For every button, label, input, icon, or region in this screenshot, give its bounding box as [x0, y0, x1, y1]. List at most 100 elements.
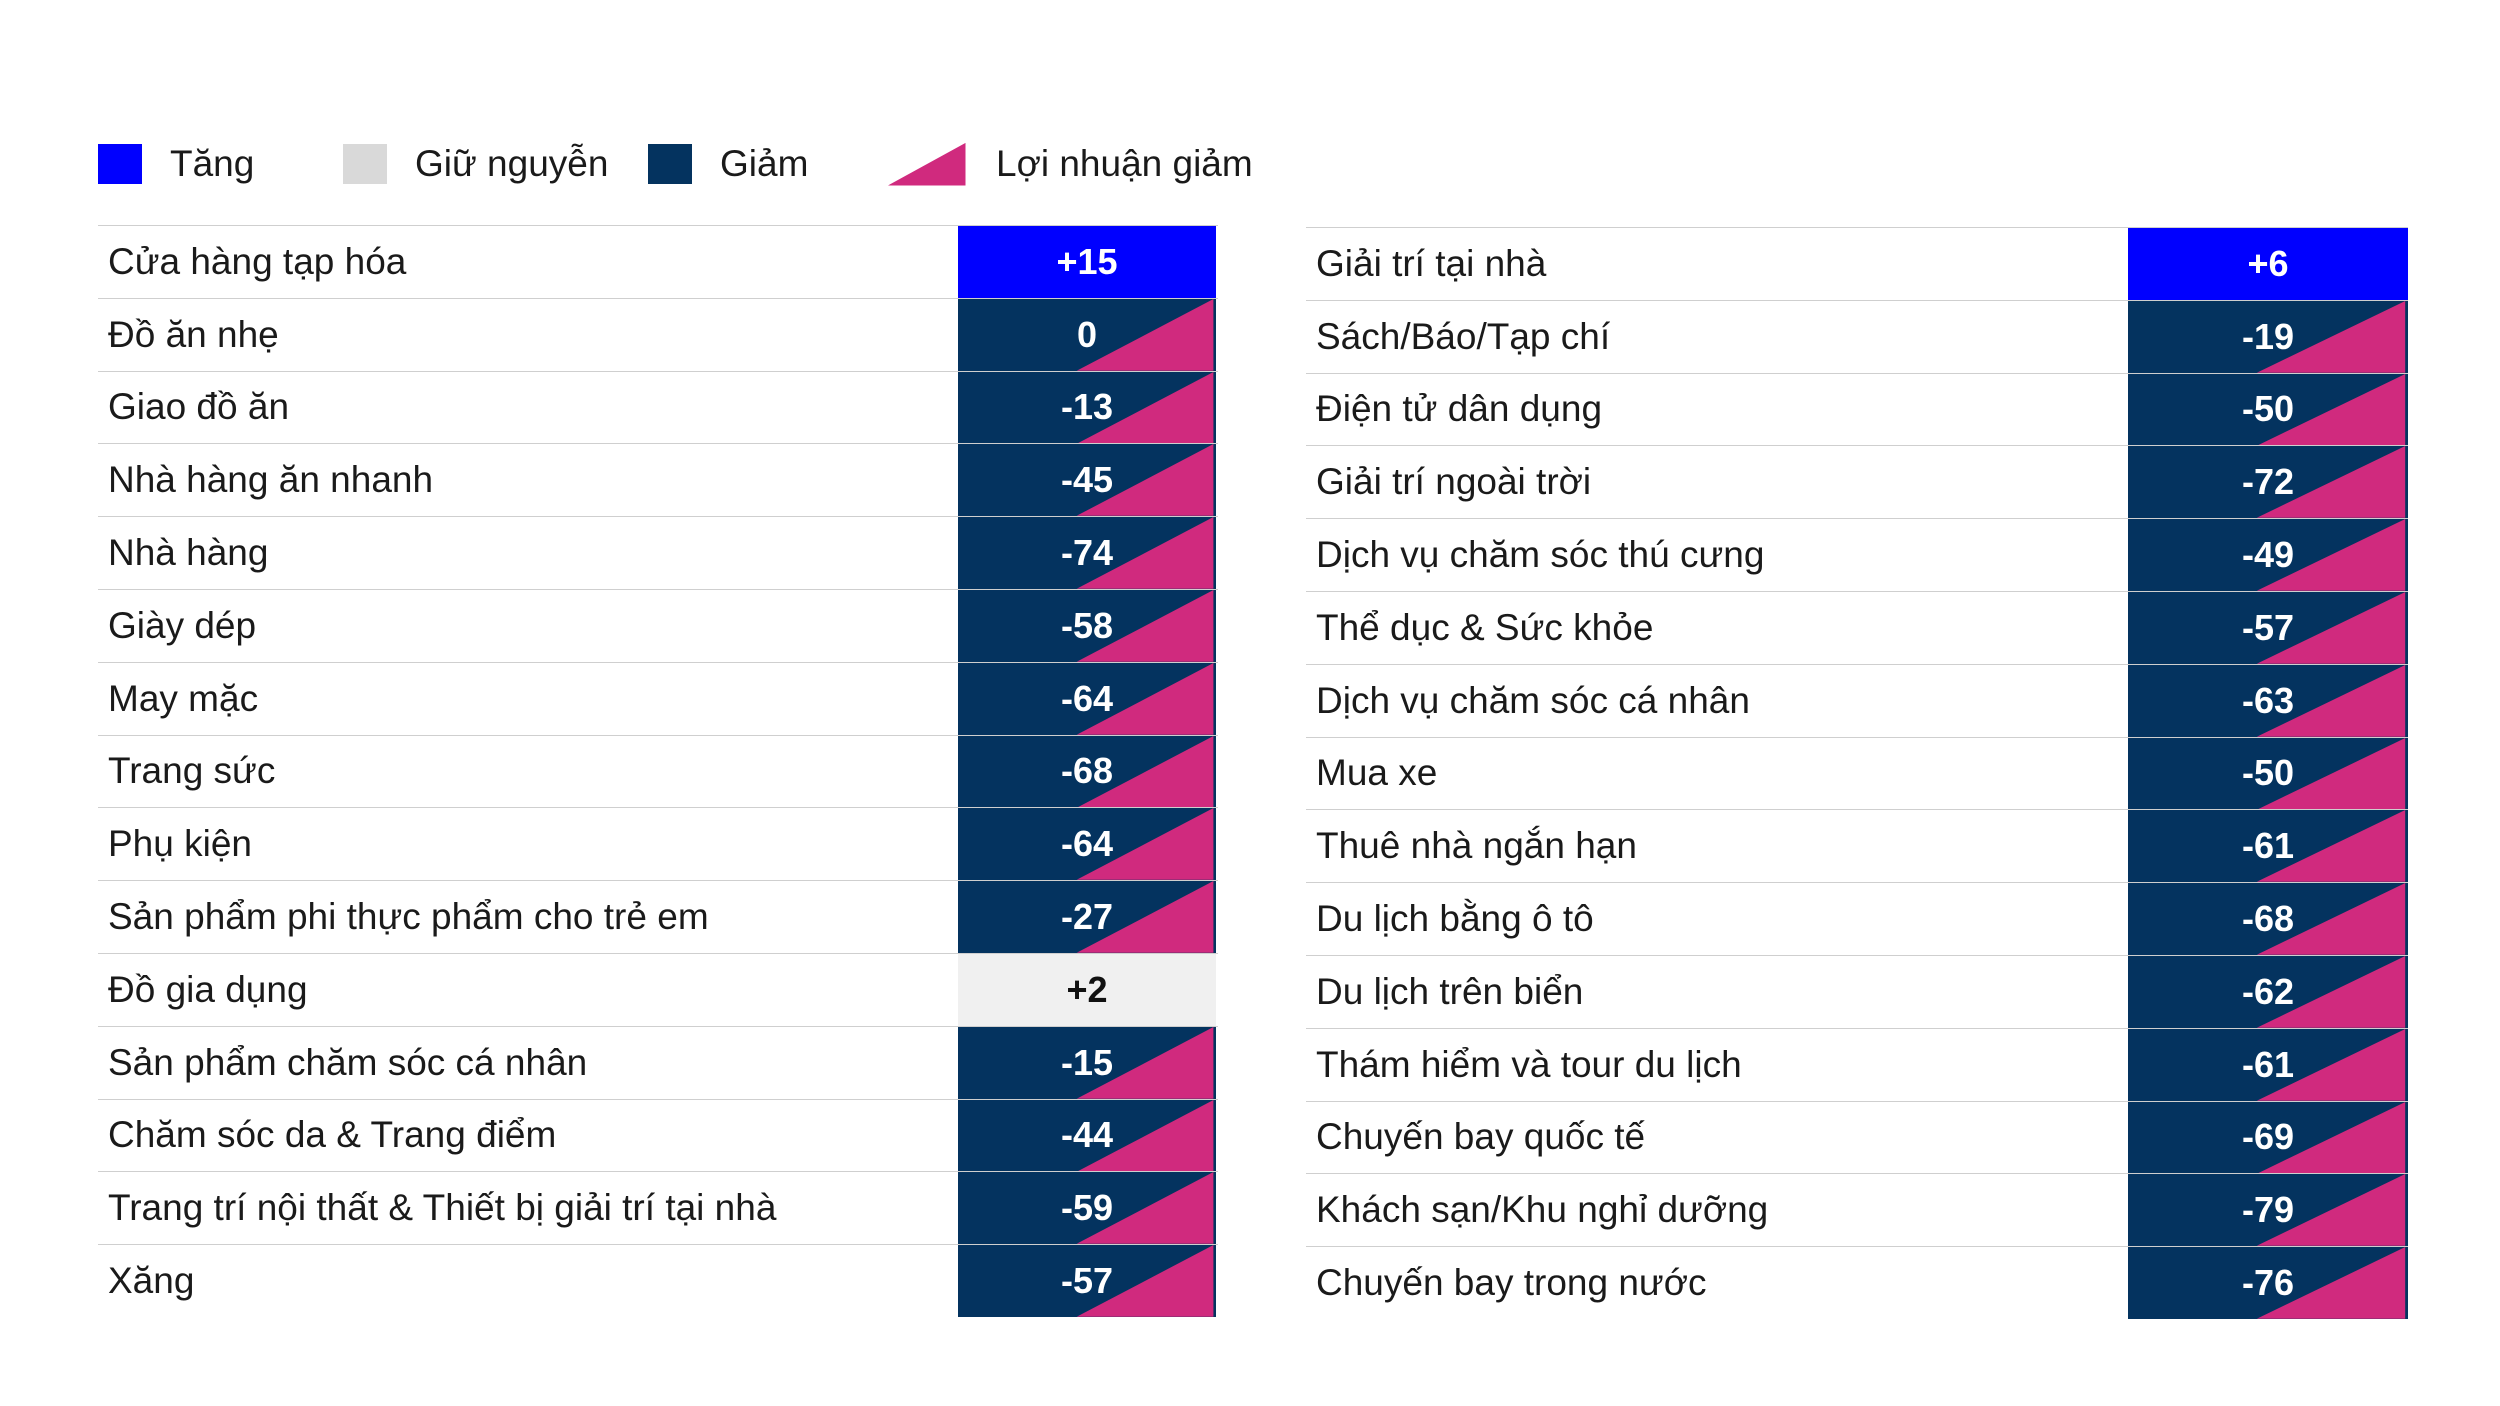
value-cell-decrease: -57 — [958, 1245, 1216, 1317]
profit-decline-triangle — [1076, 1245, 1214, 1317]
table-row: Điện tử dân dụng -50 — [1306, 372, 2408, 446]
table-row: Dịch vụ chăm sóc cá nhân -63 — [1306, 663, 2408, 737]
profit-decline-triangle — [1076, 589, 1214, 662]
profit-decline-triangle — [1076, 808, 1214, 881]
table-row: Giày dép -58 — [98, 588, 1218, 662]
legend-item-profit-decline: Lợi nhuận giảm — [886, 138, 1253, 190]
table-row: Thám hiểm và tour du lịch -61 — [1306, 1027, 2408, 1101]
value-label: -74 — [1060, 532, 1114, 574]
table-row: Sản phẩm phi thực phẩm cho trẻ em -27 — [98, 880, 1218, 953]
profit-decline-triangle — [1076, 1026, 1214, 1099]
row-label: Nhà hàng ăn nhanh — [108, 459, 434, 501]
profit-decline-triangle — [2256, 737, 2406, 810]
legend-item-flat: Giữ nguyễn — [343, 138, 608, 190]
profit-decline-triangle — [2256, 373, 2406, 446]
table-row: Sách/Báo/Tạp chí -19 — [1306, 299, 2408, 373]
profit-decline-triangle — [2256, 1028, 2406, 1101]
value-cell-decrease: -76 — [2128, 1247, 2408, 1319]
value-cell-decrease: -79 — [2128, 1174, 2408, 1247]
table-row: Đồ gia dụng +2 — [98, 952, 1218, 1026]
row-label: Đồ ăn nhẹ — [108, 313, 279, 355]
table-row: Mua xe -50 — [1306, 736, 2408, 810]
profit-decline-triangle — [1076, 1172, 1214, 1245]
profit-decline-triangle — [2256, 883, 2406, 955]
value-label: +15 — [1056, 240, 1118, 282]
value-label: -69 — [2241, 1116, 2295, 1158]
table-row: Nhà hàng -74 — [98, 516, 1218, 589]
legend-label-increase: Tăng — [170, 143, 255, 184]
profit-decline-triangle — [2256, 300, 2406, 373]
value-cell-decrease: -69 — [2128, 1101, 2408, 1174]
row-label: Khách sạn/Khu nghỉ dưỡng — [1316, 1189, 1769, 1231]
value-cell-decrease: -63 — [2128, 664, 2408, 737]
value-cell-decrease: -64 — [958, 662, 1216, 735]
table-row: Nhà hàng ăn nhanh -45 — [98, 443, 1218, 517]
table-row: Dịch vụ chăm sóc thú cưng -49 — [1306, 518, 2408, 591]
value-label: -57 — [2241, 606, 2295, 648]
value-label: -58 — [1060, 604, 1114, 646]
row-label: Sản phẩm chăm sóc cá nhân — [108, 1041, 588, 1083]
value-label: -57 — [1060, 1260, 1114, 1302]
row-label: Trang sức — [108, 750, 276, 792]
profit-decline-triangle — [1076, 371, 1214, 444]
profit-decline-triangle — [1076, 881, 1214, 953]
value-label: -50 — [2241, 752, 2295, 794]
row-label: Nhà hàng — [108, 532, 269, 574]
profit-decline-triangle — [2256, 1101, 2406, 1174]
legend-label-profit-decline: Lợi nhuận giảm — [996, 143, 1253, 184]
value-label: -19 — [2241, 315, 2295, 357]
value-cell-decrease: -64 — [958, 808, 1216, 881]
profit-decline-triangle — [2256, 810, 2406, 883]
legend-item-decrease: Giảm — [648, 138, 808, 190]
legend-item-increase: Tăng — [98, 138, 254, 190]
row-label: Thuê nhà ngắn hạn — [1316, 825, 1637, 867]
table-row: Sản phẩm chăm sóc cá nhân -15 — [98, 1025, 1218, 1099]
value-cell-decrease: -44 — [958, 1099, 1216, 1172]
table-row: Chăm sóc da & Trang điểm -44 — [98, 1098, 1218, 1172]
value-cell-increase: +15 — [958, 226, 1216, 298]
value-label: -64 — [1060, 823, 1114, 865]
profit-decline-triangle — [2256, 591, 2406, 664]
table-row: Xăng -57 — [98, 1244, 1218, 1317]
row-label: Xăng — [108, 1260, 195, 1302]
row-label: Du lịch bằng ô tô — [1316, 898, 1594, 940]
value-cell-decrease: 0 — [958, 298, 1216, 371]
legend-label-decrease: Giảm — [720, 143, 809, 184]
table-row: Trang sức -68 — [98, 734, 1218, 808]
value-label: -59 — [1060, 1187, 1114, 1229]
row-label: Phụ kiện — [108, 823, 252, 865]
legend-triangle-icon — [886, 141, 967, 187]
profit-decline-triangle — [1076, 662, 1214, 735]
value-label: -61 — [2241, 825, 2295, 867]
value-label: +2 — [1066, 968, 1108, 1010]
row-label: Du lịch trên biển — [1316, 970, 1584, 1012]
profit-decline-triangle — [2256, 955, 2406, 1028]
value-label: -68 — [1060, 750, 1114, 792]
value-label: -50 — [2241, 388, 2295, 430]
table-row: Thuê nhà ngắn hạn -61 — [1306, 809, 2408, 883]
table-row: Giao đồ ăn -13 — [98, 370, 1218, 444]
value-cell-decrease: -68 — [958, 735, 1216, 808]
row-label: Sách/Báo/Tạp chí — [1316, 315, 1611, 357]
value-cell-decrease: -19 — [2128, 300, 2408, 373]
row-label: Mua xe — [1316, 752, 1438, 794]
row-label: Giày dép — [108, 604, 257, 646]
value-label: -13 — [1060, 386, 1114, 428]
value-label: -62 — [2241, 970, 2295, 1012]
value-cell-decrease: -13 — [958, 371, 1216, 444]
value-cell-decrease: -61 — [2128, 1028, 2408, 1101]
table-row: Đồ ăn nhẹ 0 — [98, 297, 1218, 371]
row-label: Thể dục & Sức khỏe — [1316, 606, 1654, 648]
row-label: Chăm sóc da & Trang điểm — [108, 1114, 557, 1156]
value-label: -63 — [2241, 679, 2295, 721]
table-row: Thể dục & Sức khỏe -57 — [1306, 590, 2408, 664]
profit-decline-triangle — [1076, 298, 1214, 371]
table-row: Cửa hàng tạp hóa +15 — [98, 225, 1218, 298]
value-label: -27 — [1060, 896, 1114, 938]
row-label: Dịch vụ chăm sóc thú cưng — [1316, 534, 1765, 576]
legend-swatch-decrease — [648, 144, 692, 184]
row-label: Dịch vụ chăm sóc cá nhân — [1316, 679, 1750, 721]
value-label: -45 — [1060, 459, 1114, 501]
value-label: -49 — [2241, 534, 2295, 576]
value-cell-decrease: -72 — [2128, 446, 2408, 519]
